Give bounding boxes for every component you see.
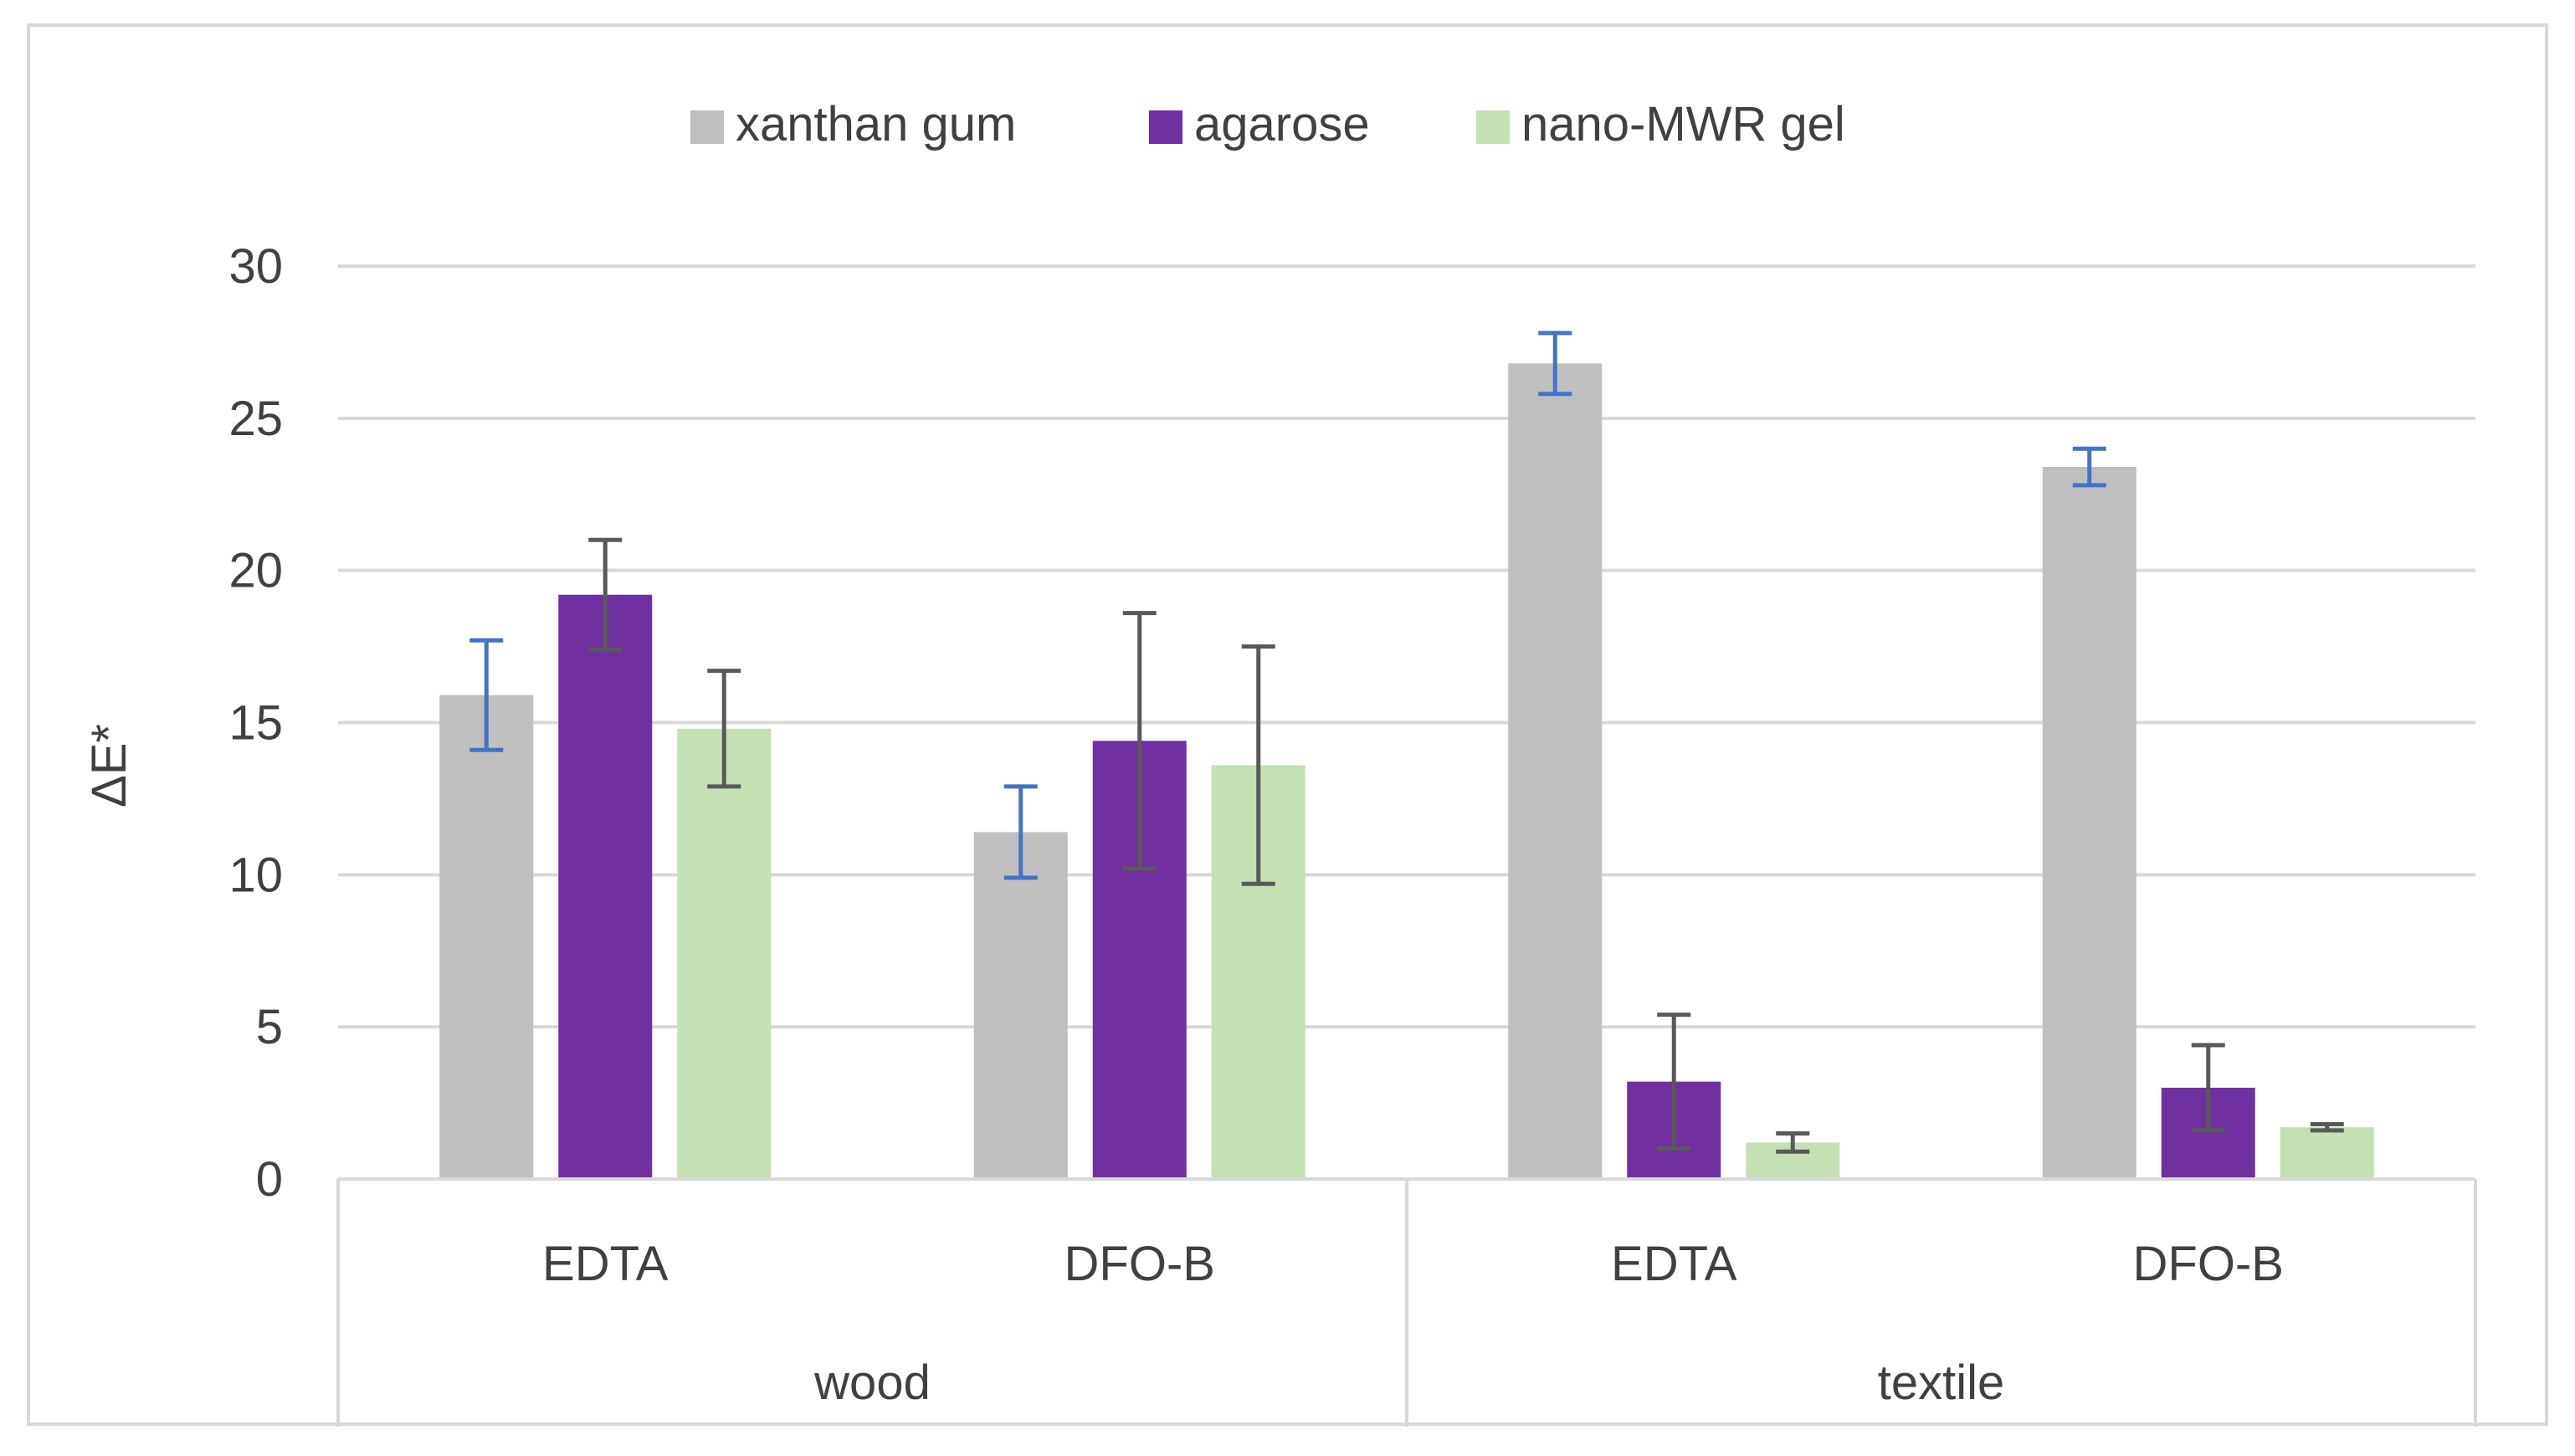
x-category-label: DFO-B	[1064, 1237, 1215, 1291]
y-tick-label: 10	[228, 848, 283, 902]
y-tick-label: 30	[228, 239, 283, 294]
bar	[439, 695, 534, 1179]
y-tick-label: 5	[256, 1000, 283, 1054]
legend-swatch	[1149, 110, 1182, 144]
bar	[1508, 363, 1603, 1180]
legend-label: nano-MWR gel	[1521, 97, 1845, 151]
x-category-label: DFO-B	[2133, 1237, 2284, 1291]
legend-swatch	[1476, 110, 1510, 144]
x-group-label: textile	[1878, 1356, 2005, 1410]
y-axis-label: ΔE*	[82, 724, 136, 807]
error-bars	[469, 331, 2344, 1154]
legend: xanthan gum agarose nano-MWR gel	[690, 97, 1845, 151]
bar	[973, 832, 1068, 1179]
x-category-label: EDTA	[542, 1237, 669, 1291]
y-tick-label: 25	[228, 392, 283, 446]
bars	[439, 363, 2374, 1180]
x-group-label: wood	[813, 1356, 931, 1410]
y-tick-label: 0	[256, 1152, 283, 1207]
x-axis: EDTA DFO-B wood EDTA DFO-B textile	[336, 1177, 2477, 1427]
y-tick-label: 15	[228, 696, 283, 751]
x-category-label: EDTA	[1611, 1237, 1737, 1291]
chart-frame	[27, 23, 2548, 1426]
y-tick-label: 20	[228, 544, 283, 598]
bar	[2280, 1127, 2374, 1179]
legend-swatch	[690, 110, 724, 144]
legend-label: agarose	[1194, 97, 1370, 151]
bar	[2042, 467, 2136, 1179]
y-tick-labels: 0 5 10 15 20 25 30	[228, 239, 283, 1207]
bar	[558, 594, 653, 1179]
legend-label: xanthan gum	[736, 97, 1016, 151]
bar	[677, 728, 772, 1179]
